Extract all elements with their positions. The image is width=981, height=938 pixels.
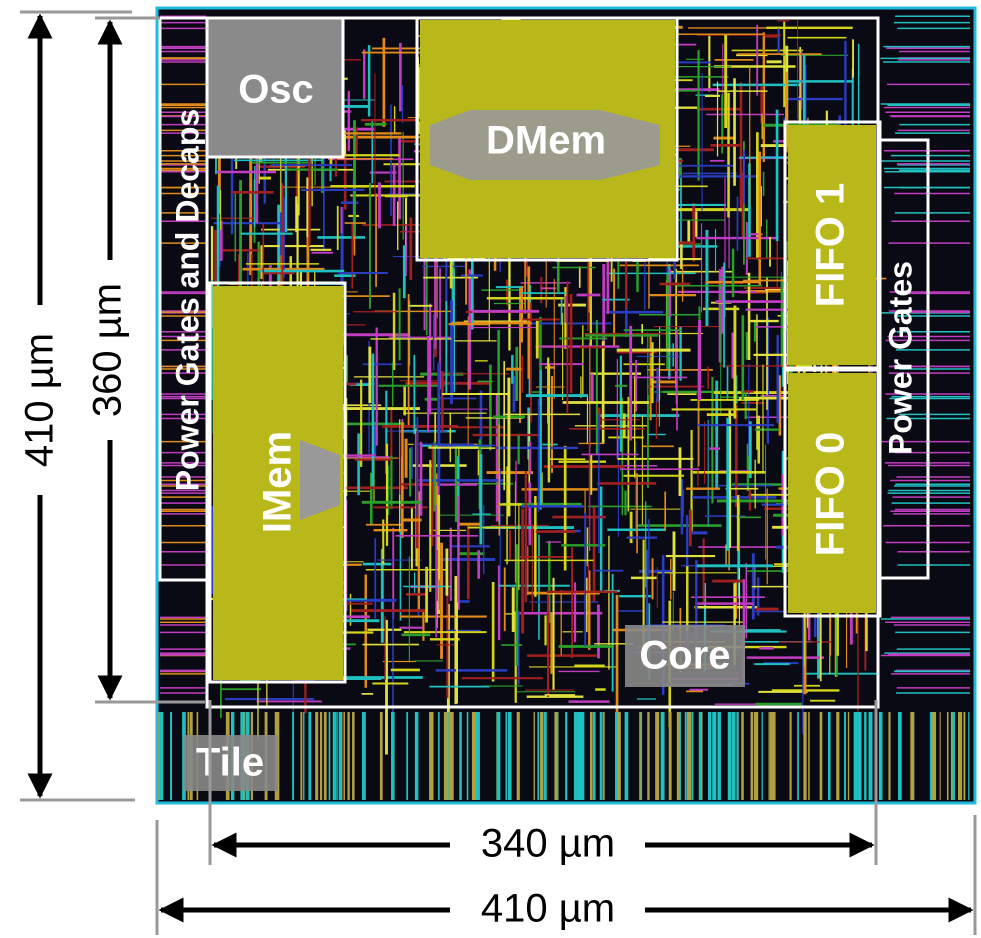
- chip-figure: Osc DMem IMem FIFO 1 FIFO 0 Power Gates …: [0, 0, 981, 938]
- dmem-label: DMem: [486, 119, 606, 163]
- core-width-label: 340 µm: [481, 822, 615, 866]
- page: Osc DMem IMem FIFO 1 FIFO 0 Power Gates …: [0, 0, 981, 938]
- fifo1-label: FIFO 1: [809, 183, 853, 307]
- tile-height-label: 410 µm: [18, 333, 62, 467]
- tile-label: Tile: [196, 741, 264, 785]
- core-height-label: 360 µm: [86, 283, 130, 417]
- tile-width-label: 410 µm: [481, 887, 615, 931]
- osc-label: Osc: [238, 68, 314, 112]
- decaps-label: Power Gates and Decaps: [169, 109, 205, 491]
- power-gates-label: Power Gates: [882, 261, 918, 455]
- fifo0-label: FIFO 0: [809, 432, 853, 556]
- core-label: Core: [639, 634, 730, 678]
- imem-label: IMem: [256, 431, 300, 533]
